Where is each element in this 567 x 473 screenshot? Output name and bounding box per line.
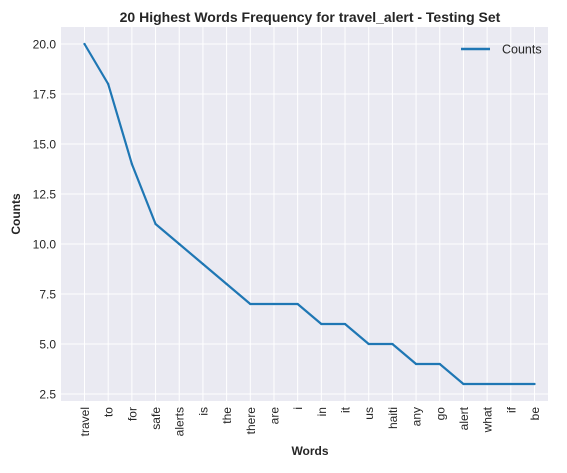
x-tick-label: travel bbox=[78, 407, 92, 436]
x-axis-label: Words bbox=[291, 444, 328, 458]
x-tick-label: in bbox=[315, 407, 329, 416]
x-tick-label: to bbox=[102, 407, 116, 417]
data-point bbox=[391, 342, 394, 346]
y-tick-label: 17.5 bbox=[33, 88, 57, 102]
chart-title: 20 Highest Words Frequency for travel_al… bbox=[120, 9, 501, 25]
data-point bbox=[249, 302, 252, 306]
y-tick-label: 7.5 bbox=[39, 288, 56, 302]
data-point bbox=[225, 282, 228, 286]
x-tick-label: safe bbox=[149, 407, 163, 430]
grid-lines bbox=[61, 27, 548, 401]
series-layer bbox=[83, 42, 536, 386]
data-point bbox=[438, 362, 441, 366]
y-tick-label: 20.0 bbox=[33, 38, 57, 52]
x-tick-label: i bbox=[291, 407, 305, 410]
y-tick-label: 5.0 bbox=[39, 338, 56, 352]
x-tick-label: if bbox=[504, 406, 518, 413]
data-point bbox=[154, 222, 157, 226]
data-point bbox=[83, 42, 86, 46]
data-point bbox=[414, 362, 418, 366]
data-point bbox=[107, 82, 110, 86]
data-point bbox=[509, 382, 512, 386]
x-tick-label: any bbox=[410, 407, 424, 426]
y-tick-label: 10.0 bbox=[33, 238, 57, 252]
data-point bbox=[367, 342, 370, 346]
x-tick-label: haiti bbox=[386, 407, 400, 429]
axis-layer: travel to for safe alerts is the there are i in it u… bbox=[33, 38, 542, 437]
y-tick-label: 12.5 bbox=[33, 188, 57, 202]
series-line bbox=[83, 42, 536, 386]
data-point bbox=[462, 382, 465, 386]
legend-label: Counts bbox=[502, 43, 542, 57]
x-tick-label: alert bbox=[457, 406, 471, 430]
plot-area-background bbox=[61, 27, 548, 401]
y-axis-label: Counts bbox=[9, 193, 23, 235]
data-point bbox=[130, 162, 133, 166]
data-point bbox=[296, 302, 299, 306]
x-tick-label: are bbox=[267, 407, 281, 425]
data-point bbox=[201, 262, 205, 266]
data-point bbox=[533, 382, 536, 386]
x-tick-label: is bbox=[196, 407, 210, 416]
x-tick-label: go bbox=[433, 407, 447, 421]
x-tick-label: there bbox=[244, 407, 258, 435]
x-tick-label: what bbox=[481, 406, 495, 433]
data-point bbox=[272, 302, 276, 306]
x-tick-label: alerts bbox=[173, 407, 187, 436]
x-tick-label: be bbox=[528, 407, 542, 421]
x-tick-label: for bbox=[125, 407, 139, 421]
y-tick-label: 15.0 bbox=[33, 138, 57, 152]
x-tick-label: us bbox=[362, 407, 376, 420]
data-point bbox=[178, 242, 181, 246]
x-tick-label: the bbox=[220, 407, 234, 424]
y-tick-label: 2.5 bbox=[39, 388, 56, 402]
x-tick-label: it bbox=[339, 406, 353, 413]
data-point bbox=[486, 382, 489, 386]
data-point bbox=[343, 322, 347, 326]
data-point bbox=[320, 322, 323, 326]
legend: Counts bbox=[461, 43, 542, 57]
